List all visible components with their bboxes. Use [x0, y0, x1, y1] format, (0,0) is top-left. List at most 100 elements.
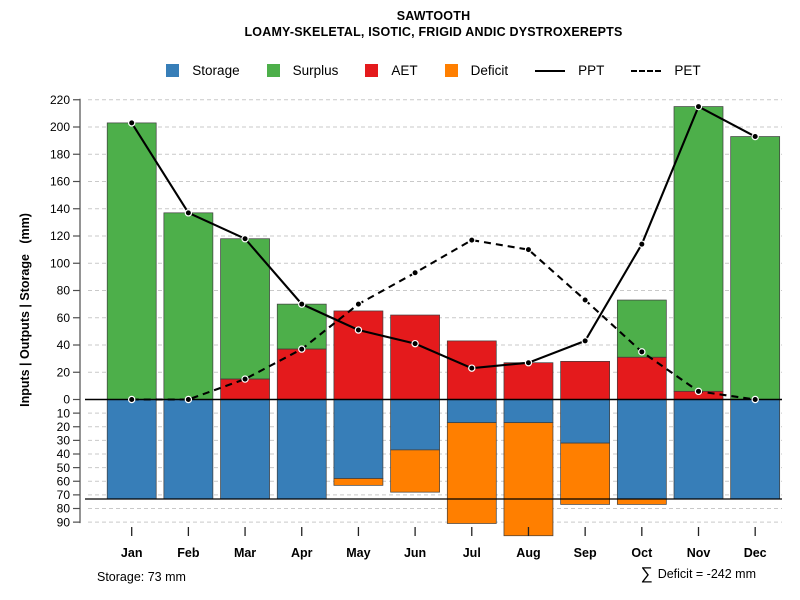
y-tick-label-0: 0: [63, 393, 70, 407]
bar-storage-Aug: [503, 399, 554, 424]
bar-deficit-Jun: [390, 449, 440, 493]
y-tick-label-160: 160: [50, 175, 70, 189]
legend-label-surplus: Surplus: [292, 63, 339, 78]
bar-storage-Dec: [730, 399, 781, 500]
pet-marker-Nov: [694, 387, 703, 396]
bar-storage-Sep: [560, 399, 610, 444]
legend-item-surplus: Surplus: [266, 63, 339, 78]
chart-title: SAWTOOTH: [396, 9, 471, 23]
pet-marker-Jul: [468, 236, 476, 244]
ppt-marker-Aug: [524, 359, 533, 367]
month-label-Oct: Oct: [631, 546, 653, 560]
y-tick-label-40-below: 40: [57, 447, 71, 461]
y-tick-label-80-below: 80: [57, 502, 71, 516]
month-label-Apr: Apr: [291, 546, 313, 560]
pet-marker-Aug: [524, 245, 533, 254]
pet-marker-Jan: [127, 395, 136, 404]
legend-item-aet: AET: [365, 63, 418, 78]
legend-item-deficit: Deficit: [444, 63, 509, 78]
y-tick-label-140: 140: [50, 202, 70, 216]
month-label-Jun: Jun: [404, 546, 426, 560]
y-tick-label-40: 40: [57, 338, 71, 352]
pet-marker-Feb: [184, 395, 193, 404]
pet-marker-May: [354, 300, 363, 308]
y-tick-label-20: 20: [57, 365, 71, 379]
pet-marker-Oct: [638, 348, 646, 356]
bar-storage-Jan: [106, 399, 157, 500]
pet-marker-Dec: [751, 395, 759, 404]
ppt-marker-Sep: [581, 337, 589, 345]
deficit-summary: ∑ Deficit = -242 mm: [641, 564, 756, 584]
y-tick-label-90-below: 90: [57, 515, 71, 529]
legend-label-ppt: PPT: [578, 63, 605, 78]
deficit-swatch-icon: [444, 64, 458, 77]
bar-storage-Jun: [390, 399, 440, 451]
bar-deficit-May: [333, 478, 384, 486]
month-label-May: May: [346, 546, 370, 560]
bar-storage-Nov: [673, 399, 724, 500]
ppt-marker-Dec: [751, 132, 759, 141]
bar-storage-May: [333, 399, 384, 479]
y-tick-label-60: 60: [57, 311, 71, 325]
sigma-symbol: ∑: [640, 564, 653, 583]
ppt-marker-Jul: [468, 364, 476, 372]
bar-aet-Aug: [503, 362, 554, 400]
bar-surplus-Jan: [106, 122, 157, 400]
bar-storage-Jul: [446, 399, 497, 424]
bar-aet-Sep: [560, 361, 610, 400]
ppt-line-sample-icon: [535, 69, 566, 72]
legend: Storage Surplus AET Deficit PPT PET: [85, 63, 782, 78]
ppt-marker-Nov: [694, 102, 703, 111]
month-label-Mar: Mar: [234, 546, 256, 560]
ppt-marker-Feb: [184, 209, 193, 217]
bar-deficit-Aug: [503, 422, 554, 537]
y-tick-label-200: 200: [50, 120, 70, 134]
bar-aet-May: [333, 310, 384, 400]
ppt-line: [130, 105, 756, 370]
ppt-marker-Jun: [411, 339, 419, 348]
pet-marker-Sep: [581, 296, 589, 304]
y-tick-label-30-below: 30: [57, 434, 71, 448]
pet-marker-Mar: [241, 375, 249, 383]
ppt-marker-Apr: [298, 300, 306, 308]
y-tick-label-120: 120: [50, 229, 70, 243]
bar-storage-Mar: [220, 399, 270, 500]
y-tick-label-10-below: 10: [57, 406, 71, 420]
storage-summary: Storage: 73 mm: [97, 570, 186, 584]
legend-item-storage: Storage: [166, 63, 240, 78]
bar-deficit-Jul: [446, 422, 497, 524]
y-tick-label-100: 100: [50, 256, 70, 270]
y-tick-label-180: 180: [50, 147, 70, 161]
bar-storage-Apr: [276, 399, 327, 500]
y-tick-label-70-below: 70: [57, 488, 71, 502]
pet-marker-Apr: [298, 345, 306, 353]
chart-subtitle: LOAMY-SKELETAL, ISOTIC, FRIGID ANDIC DYS…: [244, 25, 623, 39]
aet-swatch-icon: [365, 64, 379, 77]
month-label-Aug: Aug: [516, 546, 540, 560]
bar-surplus-Feb: [163, 212, 214, 400]
y-tick-label-60-below: 60: [57, 474, 71, 488]
legend-label-deficit: Deficit: [470, 63, 509, 78]
month-label-Nov: Nov: [687, 546, 711, 560]
ppt-marker-Mar: [241, 235, 249, 243]
bar-surplus-Oct: [616, 299, 667, 358]
month-label-Feb: Feb: [177, 546, 200, 560]
legend-item-ppt: PPT: [535, 63, 604, 78]
legend-item-pet: PET: [631, 63, 701, 78]
pet-marker-Jun: [411, 269, 419, 277]
deficit-summary-text: Deficit = -242 mm: [657, 567, 756, 581]
surplus-swatch-icon: [266, 64, 280, 77]
y-tick-label-50-below: 50: [57, 461, 71, 475]
y-tick-label-220: 220: [50, 93, 70, 107]
month-label-Sep: Sep: [574, 546, 597, 560]
ppt-marker-Jan: [127, 119, 136, 127]
bar-surplus-Dec: [730, 136, 781, 400]
pet-line: [131, 238, 756, 401]
legend-label-pet: PET: [674, 63, 701, 78]
month-label-Jul: Jul: [463, 546, 481, 560]
pet-line-sample-icon: [631, 69, 662, 72]
bar-storage-Feb: [163, 399, 214, 500]
legend-label-storage: Storage: [192, 63, 240, 78]
